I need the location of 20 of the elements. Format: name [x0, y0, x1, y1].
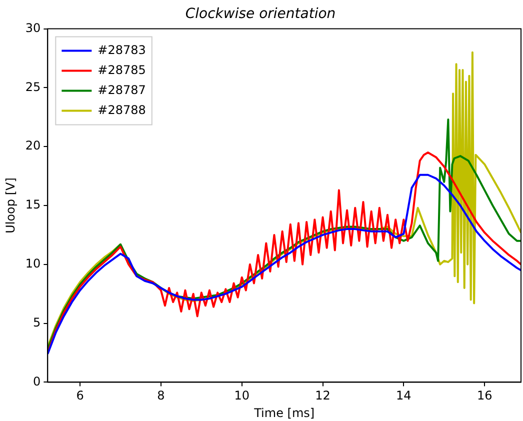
legend-label: #28788	[98, 102, 146, 117]
x-tick-label: 6	[76, 388, 84, 403]
y-tick-label: 0	[33, 374, 41, 388]
x-tick-label: 10	[234, 388, 250, 403]
y-tick-label: 20	[25, 138, 41, 153]
x-axis-title: Time [ms]	[253, 406, 315, 420]
y-tick-label: 10	[25, 256, 41, 271]
x-tick-label: 12	[315, 388, 330, 403]
y-tick-label: 25	[25, 80, 41, 94]
y-axis-title: Uloop [V]	[3, 178, 18, 234]
legend-label: #28787	[98, 82, 146, 97]
x-tick-label: 8	[157, 388, 165, 403]
chart-title: Clockwise orientation	[185, 6, 336, 22]
x-tick-label: 16	[476, 388, 492, 403]
y-tick-label: 15	[25, 198, 41, 212]
y-tick-label: 30	[25, 20, 41, 35]
legend-label: #28785	[98, 62, 146, 77]
y-tick-label: 5	[33, 315, 41, 330]
legend-label: #28783	[98, 42, 146, 57]
x-tick-label: 14	[396, 388, 412, 403]
